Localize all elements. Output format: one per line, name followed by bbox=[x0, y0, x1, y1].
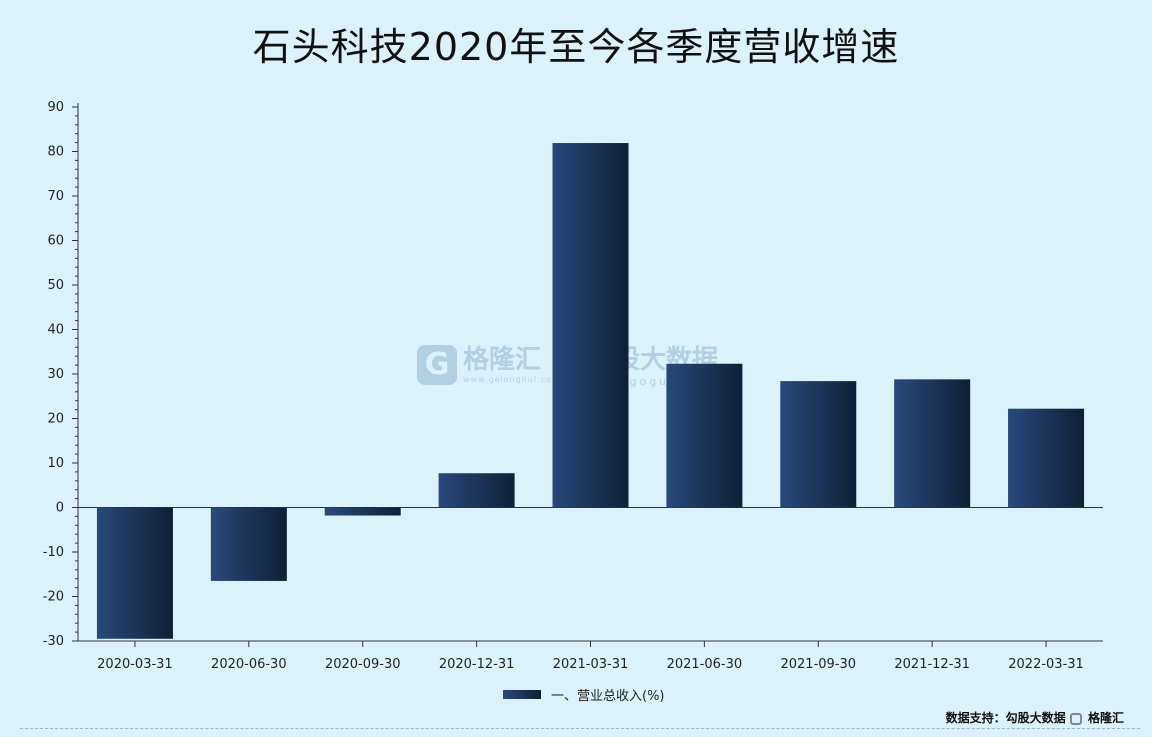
y-axis: -30 -20 -10 0 10 20 30 40 50 60 70 80 90 bbox=[43, 100, 79, 649]
x-tick-label: 2021-12-31 bbox=[894, 657, 970, 672]
legend: 一、营业总收入(%) bbox=[503, 685, 665, 704]
bar bbox=[894, 379, 971, 508]
x-tick-label: 2020-09-30 bbox=[325, 657, 401, 672]
data-source: 数据支持：勾股大数据 格隆汇 bbox=[946, 709, 1124, 726]
bar bbox=[96, 507, 173, 639]
x-axis: 2020-03-31 2020-06-30 2020-09-30 2020-12-31… bbox=[78, 507, 1103, 672]
x-tick-label: 2020-03-31 bbox=[97, 657, 173, 672]
bars bbox=[96, 143, 1085, 639]
y-tick-label: 40 bbox=[47, 323, 64, 338]
y-tick-label: 20 bbox=[47, 412, 64, 427]
y-tick-label: 80 bbox=[47, 145, 64, 160]
chart-title: 石头科技2020年至今各季度营收增速 bbox=[252, 25, 900, 69]
bar bbox=[780, 381, 857, 508]
y-tick-label: -10 bbox=[43, 545, 64, 560]
y-tick-label: -30 bbox=[43, 634, 64, 649]
x-tick-label: 2021-06-30 bbox=[667, 657, 743, 672]
bar bbox=[1008, 408, 1085, 508]
y-tick-label: 70 bbox=[47, 189, 64, 204]
source-brand: 格隆汇 bbox=[1087, 711, 1124, 725]
y-tick-label: -20 bbox=[43, 590, 64, 605]
bar bbox=[438, 473, 515, 508]
bar bbox=[324, 507, 401, 516]
bar bbox=[210, 507, 287, 581]
source-label: 数据支持：勾股大数据 bbox=[945, 711, 1066, 725]
bar bbox=[552, 143, 629, 508]
footer-divider bbox=[20, 728, 1140, 729]
x-tick-label: 2022-03-31 bbox=[1008, 657, 1084, 672]
y-tick-label: 50 bbox=[47, 278, 64, 293]
y-tick-label: 60 bbox=[47, 234, 64, 249]
gelonghui-brand-icon bbox=[1069, 713, 1082, 725]
x-tick-label: 2021-03-31 bbox=[553, 657, 629, 672]
x-tick-label: 2020-06-30 bbox=[211, 657, 287, 672]
y-tick-label: 90 bbox=[47, 100, 64, 115]
legend-label: 一、营业总收入(%) bbox=[551, 688, 665, 704]
y-tick-label: 0 bbox=[56, 501, 64, 516]
y-tick-label: 10 bbox=[47, 456, 64, 471]
bar bbox=[666, 363, 743, 508]
x-tick-label: 2020-12-31 bbox=[439, 657, 515, 672]
y-tick-label: 30 bbox=[47, 367, 64, 382]
x-tick-label: 2021-09-30 bbox=[780, 657, 856, 672]
legend-swatch bbox=[503, 689, 541, 699]
